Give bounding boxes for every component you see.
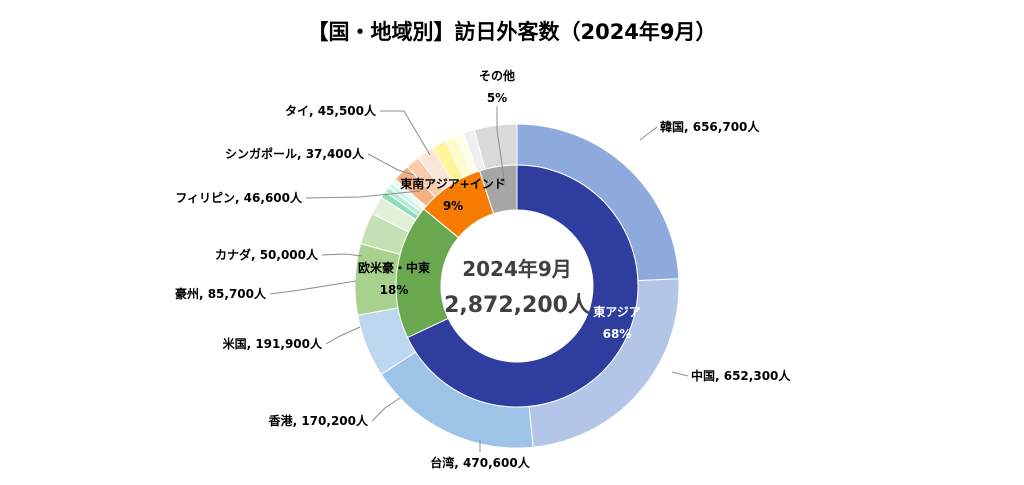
outer-slice — [354, 243, 401, 316]
center-month-label: 2024年9月 — [462, 257, 572, 281]
outer-slice-label-中国: 中国, 652,300人 — [691, 368, 791, 383]
inner-slice-pct-label: 9% — [443, 199, 463, 213]
outer-slice-label-フィリピン: フィリピン, 46,600人 — [175, 190, 303, 205]
inner-slice-name-label: その他 — [479, 68, 515, 83]
leader-line-フィリピン — [305, 190, 421, 199]
leader-line-中国 — [671, 371, 689, 377]
inner-slice-name-label: 東アジア — [593, 304, 641, 319]
leader-line-豪州 — [269, 280, 357, 295]
inner-slice — [406, 164, 639, 408]
inner-slice — [478, 164, 518, 215]
outer-slice-label-韓国: 韓国, 656,700人 — [660, 119, 760, 134]
leader-line-カナダ — [321, 253, 363, 257]
center-total-label: 2,872,200人 — [444, 293, 590, 318]
outer-slice-label-タイ: タイ, 45,500人 — [285, 103, 377, 118]
inner-slice-pct-label: 68% — [603, 327, 632, 341]
inner-slice-name-label: 東南アジア+インド — [400, 176, 506, 191]
slice-labels: 東アジア 68% 欧米豪・中東 18% 東南アジア+インド 9% その他 5% 韓国, 656,… — [175, 68, 791, 470]
outer-slice-label-台湾: 台湾, 470,600人 — [430, 455, 530, 470]
chart-title: 【国・地域別】訪日外客数（2024年9月） — [307, 20, 716, 44]
leader-line-韓国 — [639, 126, 658, 141]
leader-lines — [269, 106, 689, 452]
inner-slice-name-label: 欧米豪・中東 — [358, 260, 430, 275]
inner-ring — [395, 164, 639, 408]
outer-slice-label-香港: 香港, 170,200人 — [268, 413, 369, 428]
leader-line-その他 — [496, 106, 506, 186]
outer-slice-label-豪州: 豪州, 85,700人 — [175, 286, 267, 301]
leader-line-タイ — [380, 110, 431, 156]
inner-slice-pct-label: 18% — [380, 283, 409, 297]
outer-slice-label-シンガポール: シンガポール, 37,400人 — [225, 146, 365, 161]
inner-slice-pct-label: 5% — [487, 91, 507, 105]
leader-line-米国 — [325, 326, 361, 345]
leader-line-シンガポール — [367, 153, 415, 176]
outer-slice-label-米国: 米国, 191,900人 — [223, 336, 323, 351]
leader-line-香港 — [371, 397, 401, 422]
outer-slice-label-カナダ: カナダ, 50,000人 — [215, 247, 319, 262]
